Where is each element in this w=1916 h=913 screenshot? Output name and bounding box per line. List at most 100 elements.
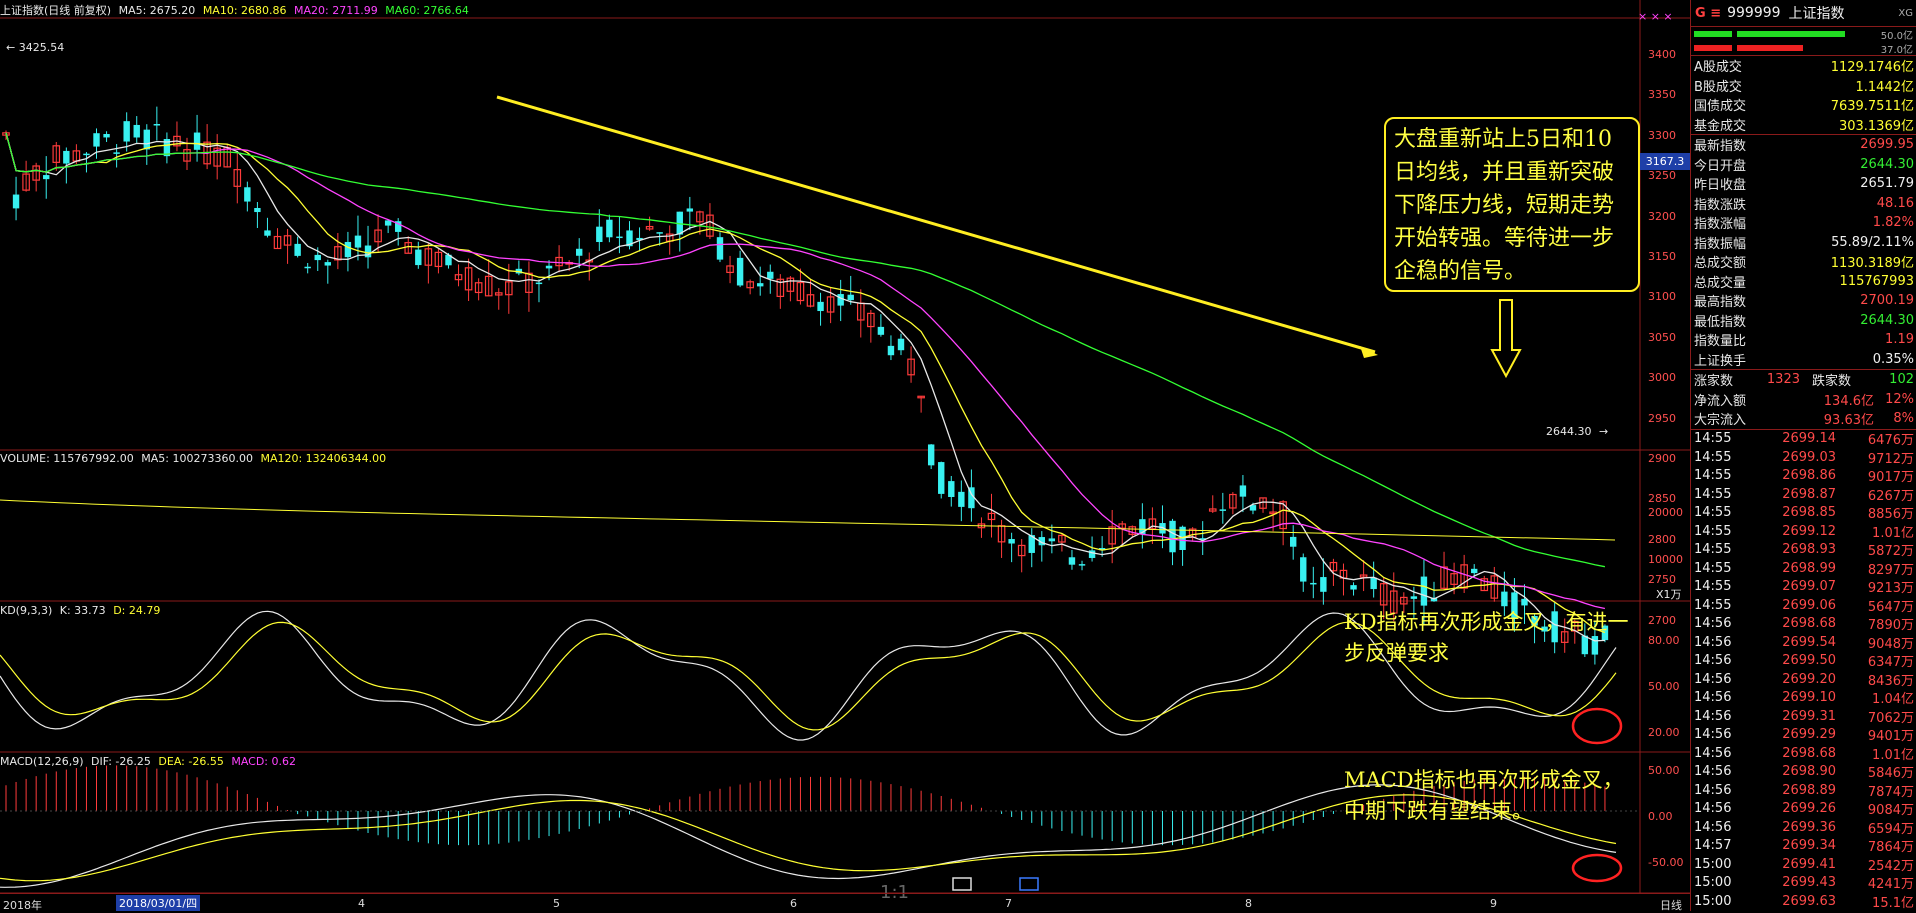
candle-up: [474, 282, 483, 294]
candle-down: [264, 230, 271, 236]
tick-list[interactable]: 14:55 2699.14 6476万 14:55 2699.03 9712万 14:55 2…: [1691, 430, 1916, 911]
price-tick: 2800: [1648, 532, 1676, 546]
kd-cross-circle: [1571, 707, 1623, 745]
candle-down: [244, 187, 251, 202]
turnover-bar-2: 37.0亿: [1691, 41, 1916, 56]
candle-down: [1591, 636, 1599, 655]
macd-tick: -50.00: [1648, 856, 1684, 869]
candle-up: [183, 149, 191, 162]
stat-row: 指数涨幅 1.82%: [1694, 215, 1914, 233]
candle-down: [113, 152, 120, 154]
ma20-value: MA20: 2711.99: [294, 4, 378, 17]
candle-up: [273, 235, 282, 250]
candle-up: [826, 296, 835, 313]
price-tick: 3000: [1648, 371, 1676, 385]
candle-down: [1290, 536, 1297, 547]
candle-up: [1108, 526, 1116, 545]
kd-k-line: [0, 610, 1617, 741]
candle-up: [283, 235, 292, 246]
turnover-row: B股成交 1.1442亿: [1694, 79, 1914, 95]
trend-line: [496, 95, 1376, 354]
candle-down: [817, 301, 824, 312]
ma10-line: [5, 132, 1606, 634]
candle-up: [917, 395, 925, 399]
candle-down: [1581, 635, 1589, 655]
panel-badge[interactable]: XG: [1898, 7, 1913, 19]
index-stats: 最新指数 2699.95 今日开盘 2644.30 昨日收盘 2651.79 指数涨跌 48.…: [1691, 135, 1916, 369]
candle-down: [1511, 592, 1518, 619]
candle-down: [1159, 523, 1166, 534]
candle-down: [545, 265, 553, 269]
index-name: 上证指数(日线 前复权): [0, 4, 112, 17]
tick-row: 15:00 2699.41 2542万: [1694, 856, 1914, 874]
stat-row: 指数涨跌 48.16: [1694, 195, 1914, 213]
candle-down: [606, 219, 613, 238]
index-code: 999999: [1727, 5, 1781, 21]
price-tick: 3150: [1648, 250, 1676, 263]
candle-up: [1440, 566, 1448, 589]
tick-row: 14:56 2698.68 1.01亿: [1694, 745, 1914, 763]
candle-down: [1541, 626, 1548, 632]
macd-dea: DEA: -26.55: [158, 755, 224, 768]
stat-row: 最新指数 2699.95: [1694, 137, 1914, 155]
kd-header: KD(9,3,3) K: 33.73 D: 24.79: [0, 604, 161, 617]
candle-up: [505, 281, 513, 296]
volume-unit: X1万: [1656, 588, 1682, 601]
candle-down: [1501, 591, 1508, 607]
tick-row: 15:00 2699.63 15.1亿: [1694, 893, 1914, 911]
tick-row: 14:56 2699.54 9048万: [1694, 634, 1914, 652]
candle-down: [1098, 548, 1106, 551]
candle-down: [736, 257, 744, 286]
candle-up: [1389, 590, 1398, 614]
macd-tick: 50.00: [1648, 764, 1680, 777]
candle-down: [133, 124, 140, 138]
candle-up: [334, 246, 342, 261]
stat-row: 指数量比 1.19: [1694, 332, 1914, 350]
macd-dif-line: [0, 784, 1617, 888]
candle-down: [1139, 519, 1146, 535]
candle-up: [32, 165, 40, 181]
candle-down: [1028, 535, 1035, 553]
screenshot-icon: [952, 877, 972, 891]
stat-row: 指数振幅 55.89/2.11%: [1694, 234, 1914, 252]
tick-row: 14:56 2699.31 7062万: [1694, 708, 1914, 726]
cursor-price-label: 3167.3: [1640, 153, 1690, 170]
candle-up: [796, 281, 805, 302]
candle-down: [1088, 550, 1096, 558]
candle-up: [1359, 574, 1368, 578]
index-title: 上证指数: [1788, 6, 1845, 22]
panel-title[interactable]: G ≡ 999999 上证指数 XG: [1691, 0, 1916, 27]
tick-row: 14:56 2699.20 8436万: [1694, 671, 1914, 689]
high-mark: ← 3425.54: [6, 41, 65, 54]
low-mark: 2644.30 →: [1546, 425, 1609, 438]
candle-down: [415, 249, 422, 266]
flow-row: 大宗流入 93.63亿 8%: [1694, 411, 1914, 429]
candle-down: [344, 241, 352, 258]
candle-down: [1169, 520, 1176, 553]
month-4: 4: [358, 897, 365, 910]
stat-row: 最高指数 2700.19: [1694, 293, 1914, 311]
price-tick: 2850: [1648, 492, 1676, 506]
candle-down: [676, 211, 683, 235]
stat-row: 最低指数 2644.30: [1694, 312, 1914, 330]
volume-value: VOLUME: 115767992.00: [0, 452, 134, 465]
candle-up: [233, 169, 242, 187]
candle-up: [585, 259, 594, 263]
macd-annotation: MACD指标也再次形成金叉，中期下跌有望结束。: [1344, 768, 1624, 823]
candle-up: [786, 277, 795, 292]
candle-down: [757, 283, 764, 287]
macd-tick: 0.00: [1648, 810, 1673, 823]
down-arrow-icon: [1490, 299, 1522, 379]
chart-area[interactable]: 上证指数(日线 前复权) MA5: 2675.20 MA10: 2680.86 …: [0, 0, 1690, 912]
kline-chart-svg[interactable]: [0, 0, 1690, 911]
candle-up: [1118, 523, 1127, 529]
grid-icon[interactable]: G ≡: [1695, 5, 1722, 21]
kd-annotation: KD指标再次形成金叉，有进一步反弹要求: [1344, 610, 1629, 665]
candle-down: [716, 237, 724, 260]
select-icon: [1019, 877, 1039, 891]
tick-row: 14:56 2699.29 9401万: [1694, 727, 1914, 745]
turnover-rows: A股成交 1129.1746亿 B股成交 1.1442亿 国债成交 7639.7511亿基…: [1691, 56, 1916, 134]
candle-down: [616, 236, 623, 239]
macd-cross-circle: [1571, 853, 1623, 883]
candle-up: [494, 292, 503, 296]
